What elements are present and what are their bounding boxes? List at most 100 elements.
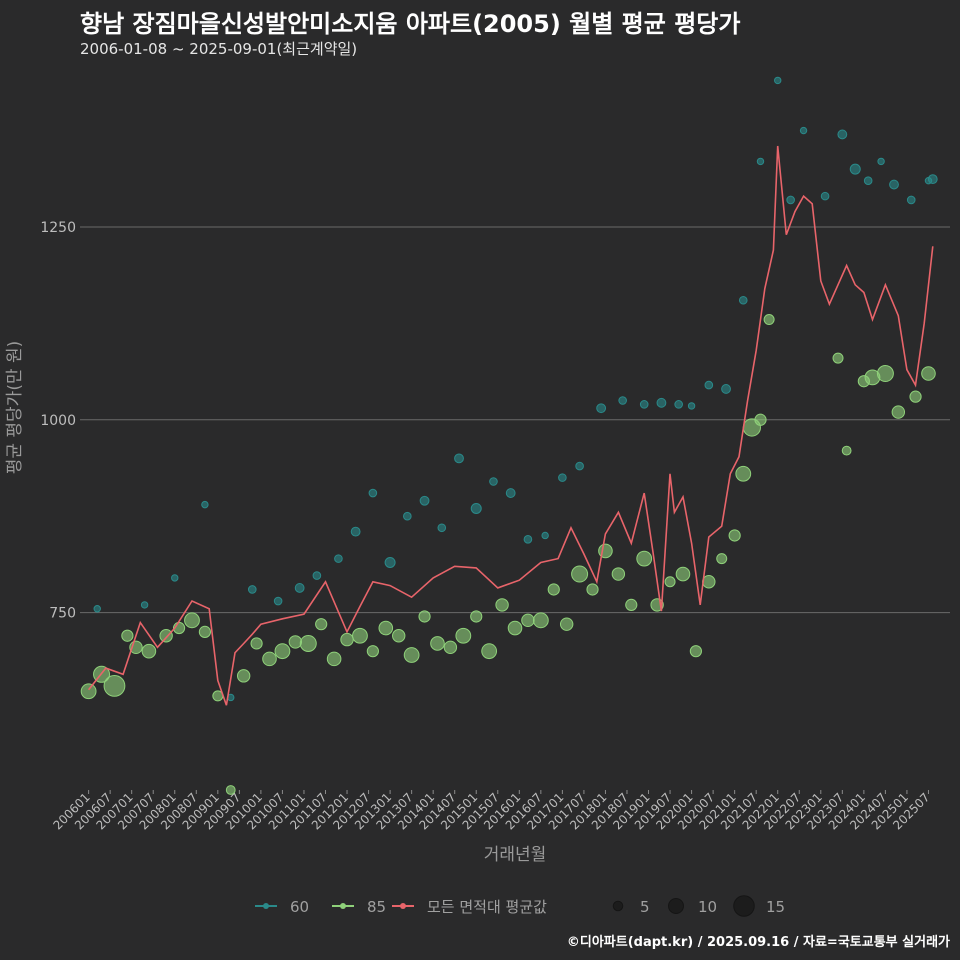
point-85 — [507, 620, 523, 636]
point-85 — [832, 352, 844, 364]
point-85 — [586, 583, 599, 596]
point-85 — [403, 647, 420, 663]
point-85 — [141, 643, 157, 659]
point-85 — [495, 598, 509, 612]
chart-title: 향남 장짐마을신성발안미소지움 아파트(2005) 월별 평균 평당가 — [80, 10, 741, 38]
legend-size-label: 10 — [698, 898, 717, 916]
point-60 — [558, 473, 567, 482]
point-85 — [876, 365, 894, 383]
point-60 — [756, 157, 765, 166]
point-60 — [505, 488, 516, 498]
point-85 — [625, 598, 638, 611]
point-85 — [891, 405, 906, 419]
point-85 — [559, 617, 574, 631]
point-85 — [754, 413, 767, 426]
x-axis-title: 거래년월 — [484, 845, 547, 865]
legend-dot-모든 면적대 평균값 — [400, 903, 406, 909]
source-credit: ©디아파트(dapt.kr) / 2025.09.16 / 자료=국토교통부 실… — [566, 935, 950, 950]
point-60 — [541, 531, 549, 540]
legend-size-label: 5 — [640, 898, 650, 916]
point-85 — [689, 645, 702, 658]
point-85 — [315, 618, 328, 631]
point-60 — [721, 384, 731, 394]
legend-label: 모든 면적대 평균값 — [427, 898, 547, 916]
point-85 — [366, 645, 379, 658]
point-85 — [443, 640, 458, 655]
point-60 — [171, 574, 179, 582]
point-60 — [687, 402, 696, 410]
point-60 — [618, 396, 627, 405]
legend-dot-85 — [340, 903, 346, 909]
chart-subtitle: 2006-01-08 ~ 2025-09-01(최근계약일) — [80, 40, 358, 58]
point-60 — [454, 453, 464, 464]
legend-size-circle — [733, 895, 755, 917]
point-60 — [384, 556, 396, 568]
point-85 — [326, 651, 342, 667]
point-85 — [728, 529, 741, 542]
point-85 — [763, 314, 775, 326]
point-85 — [430, 636, 445, 651]
point-60 — [368, 488, 378, 498]
point-85 — [159, 629, 173, 643]
point-85 — [198, 625, 212, 638]
point-60 — [93, 605, 101, 613]
point-60 — [523, 535, 533, 544]
point-60 — [877, 157, 885, 166]
point-85 — [250, 637, 263, 650]
point-85 — [921, 366, 936, 381]
point-60 — [837, 129, 848, 140]
y-tick-label: 750 — [49, 606, 76, 622]
point-85 — [909, 390, 922, 403]
point-60 — [738, 295, 748, 305]
point-60 — [786, 195, 795, 205]
point-60 — [437, 523, 447, 533]
point-85 — [470, 610, 483, 623]
y-tick-label: 1000 — [40, 413, 76, 429]
point-85 — [103, 674, 126, 697]
point-60 — [312, 571, 322, 580]
point-85 — [675, 566, 691, 582]
point-60 — [273, 596, 283, 606]
point-60 — [247, 585, 257, 594]
point-60 — [575, 461, 584, 471]
point-60 — [419, 495, 430, 506]
point-85 — [225, 785, 236, 795]
point-85 — [378, 620, 394, 636]
point-60 — [140, 601, 149, 609]
point-60 — [820, 191, 830, 201]
point-60 — [704, 380, 714, 390]
legend-dot-60 — [263, 903, 269, 909]
point-60 — [799, 126, 808, 135]
legend-size-circle — [612, 900, 624, 912]
legend-label: 60 — [290, 898, 309, 916]
point-60 — [201, 500, 209, 509]
point-60 — [489, 477, 498, 486]
point-85 — [716, 553, 728, 565]
point-60 — [906, 195, 916, 205]
point-85 — [121, 629, 134, 642]
point-60 — [403, 511, 412, 521]
y-tick-label: 1250 — [40, 220, 76, 236]
legend: 60 85 모든 면적대 평균값 5 10 15 — [255, 895, 785, 917]
point-85 — [547, 583, 560, 596]
point-60 — [596, 403, 607, 414]
point-85 — [481, 643, 498, 660]
point-60 — [334, 554, 343, 563]
point-60 — [927, 174, 938, 185]
point-60 — [639, 400, 649, 409]
point-85 — [236, 669, 251, 683]
point-60 — [674, 400, 683, 409]
point-60 — [863, 176, 873, 185]
point-60 — [350, 526, 361, 537]
point-60 — [774, 76, 782, 85]
point-60 — [294, 583, 305, 593]
point-85 — [455, 627, 472, 644]
point-85 — [184, 612, 200, 629]
point-60 — [470, 502, 482, 514]
point-85 — [841, 445, 852, 456]
point-60 — [656, 397, 667, 408]
point-60 — [849, 163, 861, 175]
point-85 — [611, 567, 626, 581]
